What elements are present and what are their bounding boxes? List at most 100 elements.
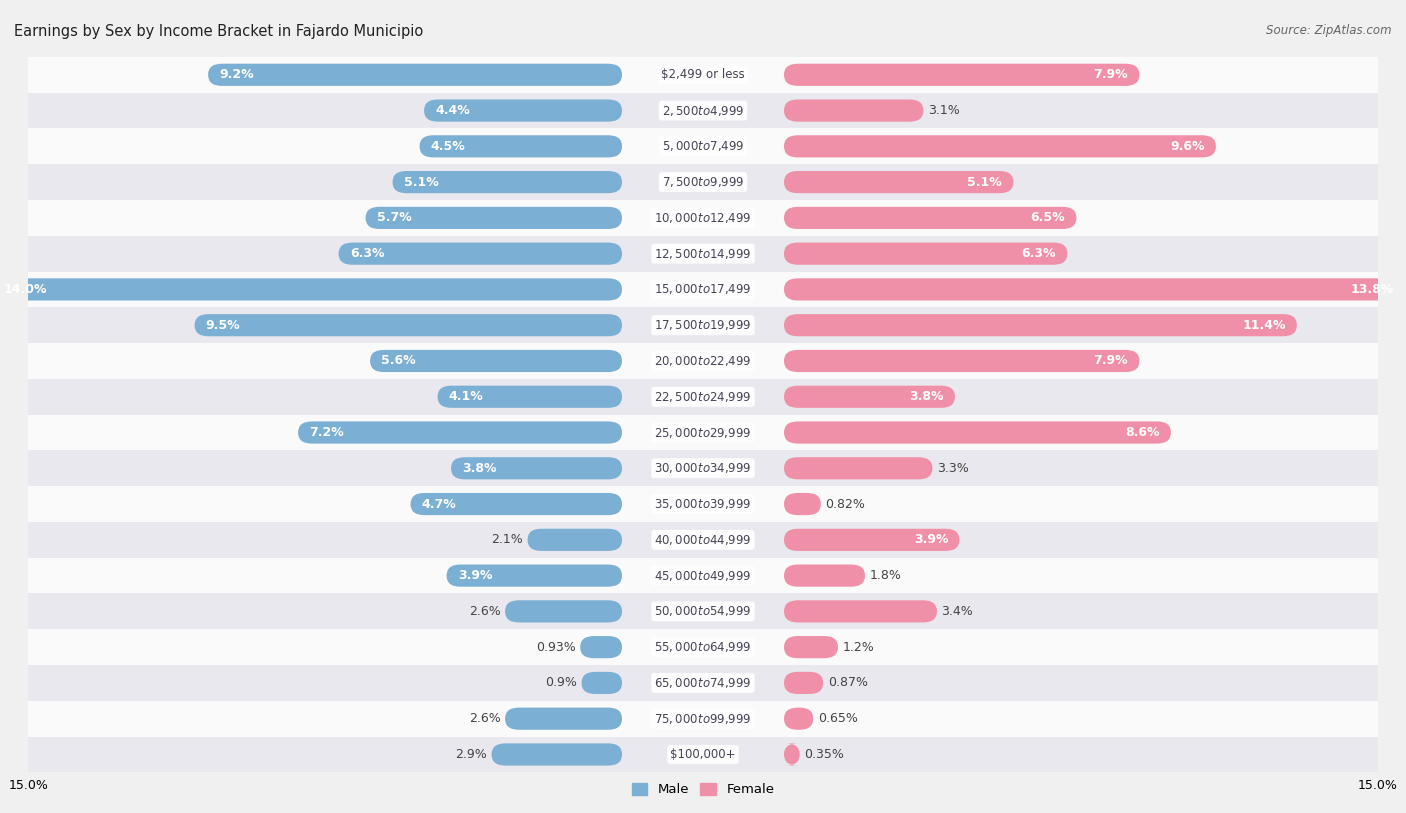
FancyBboxPatch shape [785,636,838,659]
Text: 4.5%: 4.5% [430,140,465,153]
Text: $25,000 to $29,999: $25,000 to $29,999 [654,425,752,440]
Text: 1.2%: 1.2% [842,641,875,654]
FancyBboxPatch shape [581,636,621,659]
Legend: Male, Female: Male, Female [626,777,780,802]
FancyBboxPatch shape [785,350,1139,372]
Bar [28,737,1378,772]
Text: 6.5%: 6.5% [1031,211,1066,224]
Bar [28,307,1378,343]
Text: 5.1%: 5.1% [967,176,1002,189]
Bar [28,236,1378,272]
Text: 11.4%: 11.4% [1241,319,1285,332]
Text: 2.6%: 2.6% [468,605,501,618]
Text: $2,499 or less: $2,499 or less [661,68,745,81]
Text: $10,000 to $12,499: $10,000 to $12,499 [654,211,752,225]
FancyBboxPatch shape [339,242,621,265]
Text: 0.65%: 0.65% [818,712,858,725]
FancyBboxPatch shape [785,171,1014,193]
FancyBboxPatch shape [208,63,621,86]
Text: 6.3%: 6.3% [1022,247,1056,260]
Text: $30,000 to $34,999: $30,000 to $34,999 [654,461,752,476]
Bar [28,450,1378,486]
Text: $45,000 to $49,999: $45,000 to $49,999 [654,568,752,583]
Text: 2.9%: 2.9% [456,748,486,761]
Text: 4.4%: 4.4% [436,104,470,117]
Text: $22,500 to $24,999: $22,500 to $24,999 [654,389,752,404]
FancyBboxPatch shape [366,207,621,229]
Text: 0.82%: 0.82% [825,498,865,511]
Text: 14.0%: 14.0% [3,283,46,296]
FancyBboxPatch shape [785,99,924,122]
Bar [28,701,1378,737]
FancyBboxPatch shape [527,528,621,551]
Text: $55,000 to $64,999: $55,000 to $64,999 [654,640,752,654]
FancyBboxPatch shape [194,314,621,337]
FancyBboxPatch shape [785,493,821,515]
Text: $15,000 to $17,499: $15,000 to $17,499 [654,282,752,297]
Text: $65,000 to $74,999: $65,000 to $74,999 [654,676,752,690]
Text: 0.9%: 0.9% [546,676,576,689]
FancyBboxPatch shape [447,564,621,587]
Text: $5,000 to $7,499: $5,000 to $7,499 [662,139,744,154]
FancyBboxPatch shape [785,385,955,408]
FancyBboxPatch shape [785,278,1405,301]
Bar [28,558,1378,593]
Bar [28,128,1378,164]
Bar [28,415,1378,450]
FancyBboxPatch shape [785,600,936,623]
FancyBboxPatch shape [785,457,932,480]
FancyBboxPatch shape [785,207,1077,229]
Text: 3.4%: 3.4% [942,605,973,618]
Bar [28,629,1378,665]
Bar [28,343,1378,379]
Text: 1.8%: 1.8% [869,569,901,582]
Text: 7.2%: 7.2% [309,426,344,439]
Text: 3.8%: 3.8% [463,462,496,475]
FancyBboxPatch shape [392,171,621,193]
Text: 3.9%: 3.9% [914,533,948,546]
Text: $20,000 to $22,499: $20,000 to $22,499 [654,354,752,368]
Bar [28,486,1378,522]
Text: 2.1%: 2.1% [491,533,523,546]
Bar [28,200,1378,236]
FancyBboxPatch shape [0,278,621,301]
Bar [28,164,1378,200]
Text: 0.87%: 0.87% [828,676,868,689]
Text: 4.1%: 4.1% [449,390,484,403]
FancyBboxPatch shape [419,135,621,158]
Text: $17,500 to $19,999: $17,500 to $19,999 [654,318,752,333]
FancyBboxPatch shape [785,242,1067,265]
FancyBboxPatch shape [582,672,621,694]
Text: 4.7%: 4.7% [422,498,457,511]
Text: 3.3%: 3.3% [936,462,969,475]
FancyBboxPatch shape [785,528,959,551]
Text: 8.6%: 8.6% [1125,426,1160,439]
FancyBboxPatch shape [785,314,1296,337]
Text: 9.5%: 9.5% [205,319,240,332]
Text: 3.1%: 3.1% [928,104,960,117]
Bar [28,93,1378,128]
Text: 7.9%: 7.9% [1094,354,1128,367]
Text: 3.9%: 3.9% [458,569,492,582]
Text: 6.3%: 6.3% [350,247,384,260]
Text: $40,000 to $44,999: $40,000 to $44,999 [654,533,752,547]
Text: 0.35%: 0.35% [804,748,844,761]
FancyBboxPatch shape [411,493,621,515]
FancyBboxPatch shape [785,135,1216,158]
Bar [28,379,1378,415]
FancyBboxPatch shape [785,743,800,766]
FancyBboxPatch shape [370,350,621,372]
Text: $75,000 to $99,999: $75,000 to $99,999 [654,711,752,726]
Text: 2.6%: 2.6% [468,712,501,725]
Text: Earnings by Sex by Income Bracket in Fajardo Municipio: Earnings by Sex by Income Bracket in Faj… [14,24,423,39]
FancyBboxPatch shape [425,99,621,122]
FancyBboxPatch shape [451,457,621,480]
Text: 5.6%: 5.6% [381,354,416,367]
Bar [28,665,1378,701]
Text: 5.7%: 5.7% [377,211,412,224]
Text: 5.1%: 5.1% [404,176,439,189]
Bar [28,593,1378,629]
Bar [28,272,1378,307]
FancyBboxPatch shape [298,421,621,444]
Text: 9.2%: 9.2% [219,68,254,81]
